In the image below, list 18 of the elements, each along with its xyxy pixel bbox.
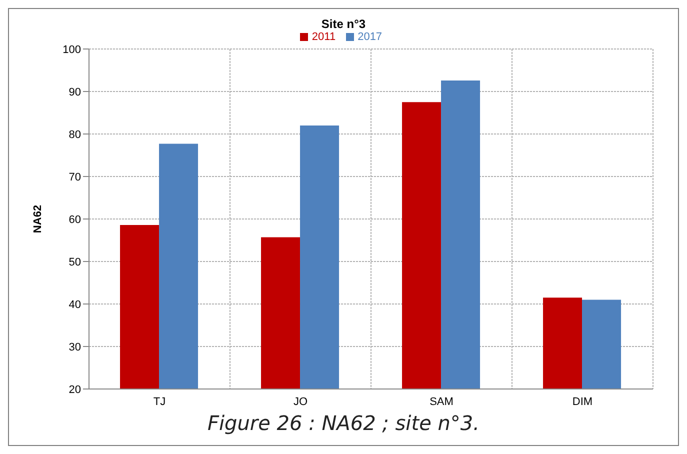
x-tick-label: TJ: [153, 396, 166, 408]
x-tick-label: SAM: [430, 396, 454, 408]
x-tick-label: JO: [293, 396, 308, 408]
legend-label: 2011: [312, 31, 336, 43]
caption: Figure 26 : NA62 ; site n°3.: [206, 411, 480, 435]
y-tick-label: 30: [68, 341, 81, 354]
legend-label: 2017: [358, 31, 382, 43]
y-tick-label: 70: [68, 171, 81, 184]
y-tick-label: 60: [68, 214, 81, 226]
x-tick-label: DIM: [572, 396, 593, 408]
y-tick-label: 100: [62, 44, 81, 56]
y-tick-label: 50: [68, 256, 81, 268]
chart-title: Site n°3: [320, 17, 367, 31]
y-tick-label: 90: [68, 86, 81, 98]
y-tick-label: 80: [68, 128, 81, 141]
y-tick-label: 40: [68, 298, 81, 311]
y-axis-title: NA62: [32, 204, 44, 234]
y-tick-label: 20: [68, 384, 81, 396]
